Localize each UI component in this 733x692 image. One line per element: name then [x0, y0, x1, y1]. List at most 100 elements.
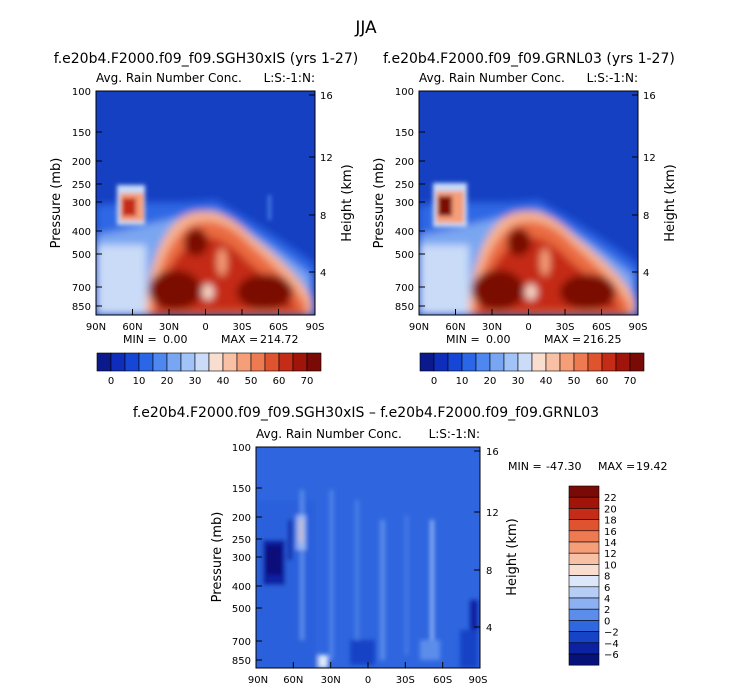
colorbar-label: 20: [604, 504, 617, 515]
y2-axis-label: Height (km): [663, 164, 678, 241]
y-tick-label: 250: [395, 180, 414, 191]
colorbar-swatch: [517, 352, 533, 372]
y-tick-label: 500: [395, 250, 414, 261]
colorbar-label: 18: [604, 516, 617, 527]
stat-min-label: MIN =: [123, 333, 157, 346]
y-tick-label: 850: [72, 302, 91, 313]
heatmap-field: [256, 447, 480, 668]
y-tick-label: 300: [395, 198, 414, 209]
x-tick-label: 90S: [468, 675, 487, 686]
colorbar-label: 30: [512, 376, 525, 387]
colorbar-swatch: [568, 597, 600, 610]
field-layer: [540, 248, 550, 276]
colorbar-swatch: [573, 352, 589, 372]
colorbar-label: 0: [604, 616, 610, 627]
colorbar-label: 4: [604, 594, 610, 605]
x-tick-label: 30S: [555, 322, 574, 333]
y-tick-label: 500: [72, 250, 91, 261]
y2-tick-label: 8: [643, 211, 649, 222]
panel-subtitle: Avg. Rain Number Conc.: [96, 71, 242, 85]
x-tick-label: 0: [525, 322, 531, 333]
y2-axis-ticks: 16 12 8 4: [474, 447, 499, 634]
colorbar-swatch: [306, 352, 322, 372]
colorbar-swatch: [587, 352, 603, 372]
colorbar-label: 50: [245, 376, 258, 387]
y2-tick-label: 8: [320, 211, 326, 222]
colorbar: 0 10 20 30 40 50 60 70: [96, 352, 322, 387]
field-layer: [525, 284, 537, 300]
y-tick-label: 250: [72, 180, 91, 191]
field-layer: [560, 274, 616, 310]
y-axis-ticks: 100 150 200 250 300 400 500 700 850: [395, 87, 425, 313]
colorbar-label: 20: [161, 376, 174, 387]
field-layer: [217, 248, 227, 276]
colorbar-swatch: [292, 352, 308, 372]
heatmap-field: [96, 91, 315, 315]
x-tick-label: 60S: [433, 675, 452, 686]
y-tick-label: 200: [232, 513, 251, 524]
x-tick-label: 0: [365, 675, 371, 686]
y2-axis-label: Height (km): [505, 518, 520, 595]
x-tick-label: 30N: [159, 322, 179, 333]
x-axis-ticks: 90N 60N 30N 0 30S 60S 90S: [248, 662, 488, 686]
colorbar-swatch: [222, 352, 238, 372]
stat-max-label: MAX =: [544, 333, 581, 346]
colorbar-label: −2: [604, 628, 619, 639]
stat-min-label: MIN =: [508, 460, 542, 473]
y2-axis-ticks: 16 12 8 4: [632, 91, 656, 279]
level-label: L:S:-1:N:: [429, 427, 480, 441]
y-tick-label: 200: [72, 157, 91, 168]
y-tick-label: 200: [395, 157, 414, 168]
y-axis-label: Pressure (mb): [49, 158, 64, 249]
x-tick-label: 90S: [628, 322, 647, 333]
colorbar-swatch: [96, 352, 112, 372]
y2-tick-label: 4: [643, 268, 649, 279]
colorbar-label: 70: [301, 376, 314, 387]
colorbar-label: 2: [604, 605, 610, 616]
x-tick-label: 90N: [409, 322, 429, 333]
field-layer: [405, 515, 408, 655]
colorbar-label: 30: [189, 376, 202, 387]
colorbar-label: 0: [431, 376, 437, 387]
colorbar-label: 60: [596, 376, 609, 387]
x-tick-label: 90N: [86, 322, 106, 333]
colorbar-label: 10: [133, 376, 146, 387]
field-layer: [268, 195, 271, 220]
colorbar-swatch: [166, 352, 182, 372]
level-label: L:S:-1:N:: [264, 71, 315, 85]
level-label: L:S:-1:N:: [587, 71, 638, 85]
colorbar-swatch: [568, 631, 600, 644]
field-layer: [420, 640, 440, 660]
panel-subtitle: Avg. Rain Number Conc.: [419, 71, 565, 85]
colorbar-swatch: [180, 352, 196, 372]
colorbar-swatch: [568, 552, 600, 565]
colorbar-swatch: [568, 653, 600, 666]
colorbar-swatch: [236, 352, 252, 372]
colorbar-swatch: [264, 352, 280, 372]
panel-title: f.e20b4.F2000.f09_f09.GRNL03 (yrs 1-27): [383, 51, 675, 67]
colorbar-label: 14: [604, 538, 617, 549]
x-tick-label: 60N: [445, 322, 465, 333]
colorbar-swatch: [559, 352, 575, 372]
field-layer: [96, 245, 146, 315]
y2-tick-label: 16: [320, 91, 333, 102]
field-layer: [507, 228, 531, 256]
y-tick-label: 400: [395, 227, 414, 238]
field-layer: [438, 196, 452, 216]
colorbar-swatch: [568, 564, 600, 576]
y2-tick-label: 12: [643, 153, 656, 164]
y-tick-label: 700: [232, 637, 251, 648]
colorbar-swatch: [250, 352, 266, 372]
y2-tick-label: 16: [643, 91, 656, 102]
colorbar-swatch: [568, 642, 600, 655]
stat-min-value: 0.00: [486, 333, 511, 346]
field-layer: [202, 284, 214, 300]
y-tick-label: 300: [72, 198, 91, 209]
y-axis-label: Pressure (mb): [372, 158, 387, 249]
colorbar-swatch: [124, 352, 140, 372]
y-tick-label: 850: [395, 302, 414, 313]
field-layer: [355, 500, 359, 650]
colorbar-label: −4: [604, 639, 619, 650]
colorbar-label: 16: [604, 527, 617, 538]
colorbar-label: 50: [568, 376, 581, 387]
